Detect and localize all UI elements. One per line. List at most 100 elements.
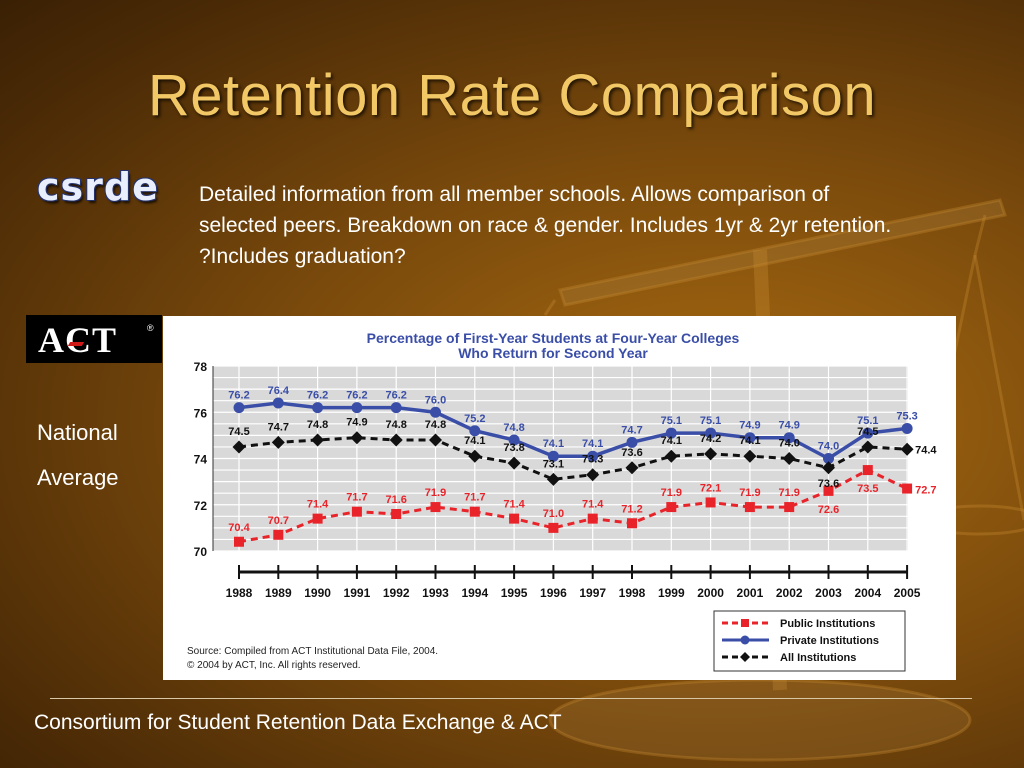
data-point <box>783 432 795 444</box>
legend-marker <box>740 652 750 662</box>
x-tick-label: 1995 <box>501 586 528 600</box>
data-label: 76.4 <box>268 385 290 397</box>
data-point <box>704 447 718 461</box>
data-point <box>469 506 480 517</box>
act-registered-mark: ® <box>147 323 154 333</box>
data-point <box>430 502 441 513</box>
data-label: 71.7 <box>464 492 485 504</box>
data-label: 71.9 <box>661 487 682 499</box>
data-point <box>312 402 324 414</box>
data-point <box>744 502 755 513</box>
data-point <box>823 485 834 496</box>
source-line2: © 2004 by ACT, Inc. All rights reserved. <box>187 660 361 671</box>
data-point <box>509 513 520 524</box>
data-label: 75.2 <box>464 413 485 425</box>
data-label: 70.4 <box>228 522 250 534</box>
data-point <box>627 518 637 529</box>
x-tick-label: 1992 <box>383 586 410 600</box>
data-label: 74.5 <box>857 426 878 438</box>
x-tick-label: 2002 <box>776 586 803 600</box>
data-label: 76.2 <box>307 390 328 402</box>
data-point <box>861 440 875 454</box>
data-label: 73.6 <box>818 478 839 490</box>
data-point <box>705 497 716 508</box>
act-logo-swoosh <box>67 342 85 346</box>
data-label: 75.1 <box>661 415 682 427</box>
data-label: 74.1 <box>661 435 682 447</box>
chart-title-line2: Who Return for Second Year <box>458 345 648 361</box>
x-tick-label: 1993 <box>422 586 449 600</box>
data-label: 76.2 <box>346 390 367 402</box>
data-point <box>271 435 285 449</box>
data-point <box>862 427 874 439</box>
legend-label: Public Institutions <box>780 618 875 630</box>
data-label: 74.9 <box>346 417 367 429</box>
x-tick-label: 1996 <box>540 586 567 600</box>
data-point <box>743 449 757 463</box>
data-point <box>547 450 559 462</box>
data-point <box>389 433 403 447</box>
data-label: 72.6 <box>818 504 839 516</box>
x-tick-label: 2003 <box>815 586 842 600</box>
data-label: 71.7 <box>346 492 367 504</box>
data-label: 71.9 <box>778 487 799 499</box>
y-tick-label: 70 <box>194 545 208 559</box>
act-logo-text: ACT <box>38 320 118 360</box>
data-point <box>390 402 402 414</box>
data-point <box>391 509 402 519</box>
data-point <box>311 433 325 447</box>
data-label: 74.8 <box>307 419 328 431</box>
data-point <box>429 433 442 447</box>
data-label: 70.7 <box>268 515 289 527</box>
x-tick-label: 1988 <box>226 586 253 600</box>
data-point <box>546 472 560 486</box>
x-tick-label: 2004 <box>854 586 881 600</box>
data-point <box>273 529 284 540</box>
chart-title-line1: Percentage of First-Year Students at Fou… <box>367 330 740 346</box>
data-label: 75.1 <box>857 415 878 427</box>
data-label: 76.2 <box>228 390 249 402</box>
data-point <box>862 465 873 476</box>
data-label: 76.0 <box>425 394 446 406</box>
data-label: 74.7 <box>621 424 642 436</box>
data-point <box>587 450 599 462</box>
series-line-public-institutions <box>238 468 908 544</box>
data-label: 74.2 <box>700 433 721 445</box>
data-label: 71.2 <box>621 503 642 515</box>
data-point <box>902 483 913 494</box>
legend-marker <box>740 635 750 645</box>
data-point <box>823 453 834 464</box>
y-tick-label: 74 <box>194 453 208 467</box>
x-tick-label: 2005 <box>894 586 921 600</box>
series-line-all-institutions <box>238 436 908 481</box>
data-point <box>587 513 598 524</box>
data-label: 74.7 <box>268 421 289 433</box>
data-point <box>468 449 482 463</box>
x-tick-label: 1999 <box>658 586 685 600</box>
data-point <box>351 506 362 517</box>
data-label: 73.6 <box>621 447 642 459</box>
data-label: 74.1 <box>464 435 485 447</box>
description-text: Detailed information from all member sch… <box>199 183 892 268</box>
retention-chart-svg: Percentage of First-Year Students at Fou… <box>187 330 937 672</box>
data-label: 74.1 <box>543 438 564 450</box>
x-tick-label: 2000 <box>697 586 724 600</box>
csrde-logo: csrde <box>37 165 159 209</box>
data-point <box>666 502 677 513</box>
data-point <box>469 425 481 437</box>
data-point <box>312 513 323 524</box>
data-label: 71.4 <box>582 499 604 511</box>
data-label: 75.3 <box>896 410 917 422</box>
data-point <box>507 456 521 470</box>
y-tick-label: 78 <box>194 360 208 374</box>
national-label: National <box>37 420 118 445</box>
data-label: 74.1 <box>582 438 603 450</box>
data-point <box>233 402 245 414</box>
data-label: 72.7 <box>915 485 936 497</box>
data-point <box>626 436 638 448</box>
source-line1: Source: Compiled from ACT Institutional … <box>187 646 438 657</box>
data-label: 73.8 <box>503 442 524 454</box>
data-label: 74.0 <box>778 438 799 450</box>
x-tick-label: 1989 <box>265 586 292 600</box>
y-tick-label: 76 <box>194 406 208 420</box>
